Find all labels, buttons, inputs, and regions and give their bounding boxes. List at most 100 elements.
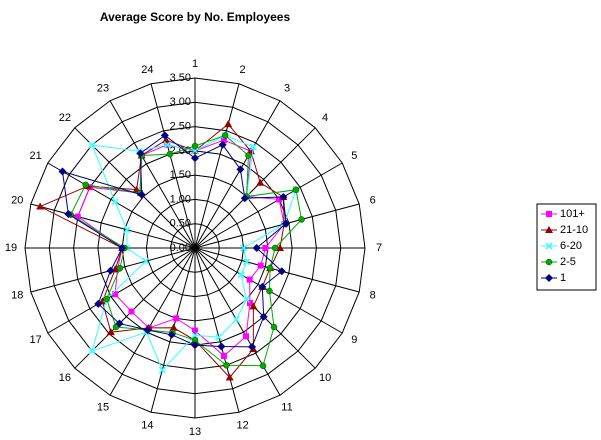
marker (270, 323, 278, 331)
marker (236, 165, 245, 174)
r-tick-label: 3.50 (170, 72, 191, 84)
marker (215, 333, 223, 341)
marker (298, 216, 305, 223)
marker (64, 210, 73, 219)
category-label: 13 (189, 426, 201, 435)
marker (220, 352, 227, 359)
marker (232, 315, 240, 324)
r-tick-label: 1.50 (170, 169, 191, 181)
category-label: 16 (59, 372, 71, 384)
marker (240, 194, 249, 203)
marker (137, 190, 146, 199)
spoke (194, 162, 343, 249)
category-label: 12 (236, 420, 248, 432)
marker (118, 244, 127, 252)
marker (123, 226, 131, 234)
marker (249, 143, 257, 151)
category-label: 1 (192, 58, 198, 70)
marker (545, 226, 553, 233)
marker (166, 150, 174, 158)
marker (106, 266, 115, 275)
r-tick-label: 1.00 (170, 193, 191, 205)
marker (262, 245, 269, 251)
legend-label: 6-20 (560, 240, 582, 252)
category-label: 21 (30, 150, 42, 162)
category-label: 14 (141, 420, 153, 432)
marker (217, 342, 226, 351)
spoke (194, 203, 360, 249)
marker (277, 267, 286, 276)
category-label: 11 (281, 401, 292, 413)
marker (191, 341, 199, 350)
legend-label: 21-10 (560, 224, 588, 236)
marker (279, 193, 288, 201)
marker (246, 276, 253, 283)
marker (158, 366, 166, 374)
marker (221, 132, 229, 139)
marker (258, 282, 267, 291)
marker (169, 323, 178, 331)
marker (143, 326, 152, 335)
legend-label: 2-5 (560, 256, 576, 268)
category-label: 17 (30, 334, 42, 346)
marker (240, 244, 248, 252)
marker (243, 258, 251, 266)
marker (106, 328, 115, 336)
marker (116, 264, 124, 272)
category-label: 22 (59, 112, 71, 124)
marker (224, 120, 233, 128)
marker (136, 149, 145, 158)
marker (218, 140, 227, 149)
marker (128, 308, 135, 315)
marker (282, 219, 291, 228)
category-label: 20 (11, 194, 23, 206)
category-label: 15 (97, 401, 109, 413)
marker (82, 181, 89, 189)
marker (192, 327, 198, 334)
chart-title: Average Score by No. Employees (100, 10, 291, 24)
marker (103, 295, 110, 303)
marker (167, 330, 176, 339)
marker (225, 373, 234, 381)
spoke (194, 127, 316, 249)
marker (163, 141, 171, 149)
category-label: 4 (322, 112, 328, 124)
legend-box (536, 203, 597, 291)
marker (94, 299, 103, 308)
spoke (47, 247, 196, 334)
spoke (109, 100, 196, 249)
marker (249, 302, 258, 310)
marker (36, 202, 45, 210)
marker (142, 257, 150, 265)
marker (191, 154, 199, 163)
category-label: 24 (141, 64, 153, 76)
category-label: 23 (97, 83, 109, 95)
marker (252, 244, 261, 252)
spoke (194, 247, 360, 293)
category-label: 10 (319, 372, 331, 384)
marker (266, 264, 274, 272)
spoke (194, 247, 240, 413)
category-label: 5 (351, 150, 357, 162)
marker (546, 211, 552, 217)
marker (191, 331, 199, 339)
marker (259, 312, 268, 321)
marker (545, 242, 553, 250)
marker (111, 198, 119, 206)
legend-label: 1 (560, 272, 566, 284)
marker (276, 196, 283, 203)
marker (259, 362, 267, 370)
marker (248, 342, 257, 351)
marker (256, 178, 265, 186)
marker (115, 319, 124, 328)
legend-label: 101+ (560, 208, 585, 220)
category-label: 18 (11, 290, 23, 302)
marker (243, 333, 249, 340)
marker (58, 167, 67, 176)
marker (292, 186, 300, 193)
spoke (47, 162, 196, 249)
marker (220, 137, 227, 144)
category-label: 19 (5, 242, 17, 254)
marker (266, 287, 273, 295)
